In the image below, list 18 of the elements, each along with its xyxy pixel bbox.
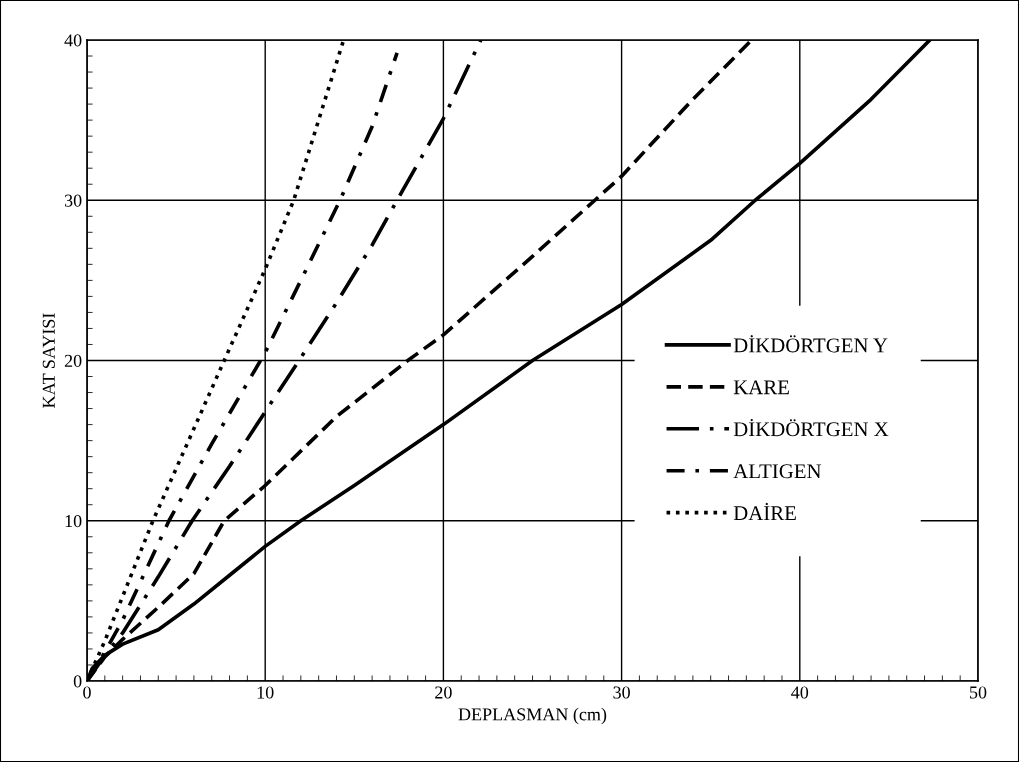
legend-label: DİKDÖRTGEN Y <box>733 335 888 353</box>
legend-label: DAİRE <box>733 502 796 520</box>
x-tick-label: 50 <box>970 686 987 699</box>
x-tick-label: 40 <box>791 686 809 699</box>
y-axis-title: KAT SAYISI <box>42 313 55 408</box>
x-tick-label: 30 <box>613 686 630 699</box>
y-tick-label: 10 <box>65 515 82 528</box>
y-tick-label: 0 <box>73 675 82 688</box>
y-tick-label: 20 <box>64 354 82 367</box>
x-tick-label: 20 <box>435 686 452 699</box>
x-tick-label: 10 <box>257 686 274 699</box>
x-axis-title: DEPLASMAN (cm) <box>458 707 607 725</box>
x-tick-label: 0 <box>83 686 91 699</box>
legend-label: DİKDÖRTGEN X <box>733 418 889 437</box>
y-tick-label: 30 <box>64 194 82 207</box>
legend-label: KARE <box>733 380 789 395</box>
legend-label: ALTIGEN <box>733 464 822 479</box>
y-tick-label: 40 <box>64 34 82 47</box>
